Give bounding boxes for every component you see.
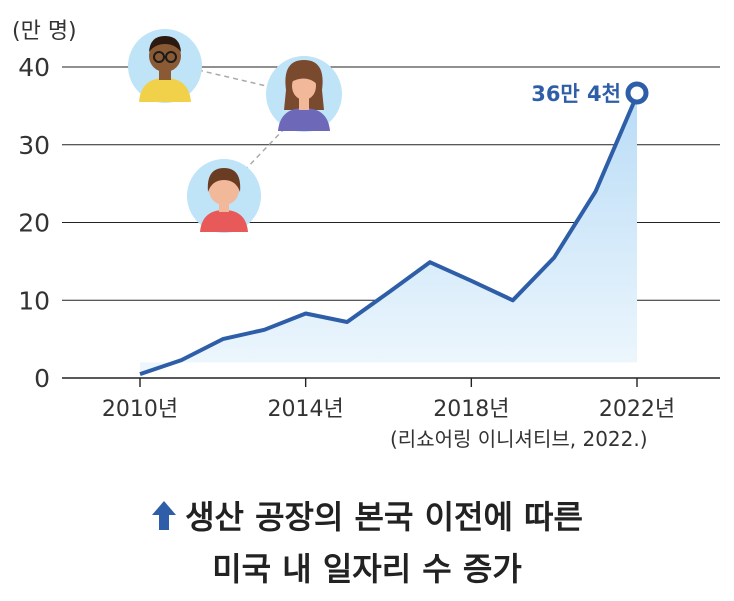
caption-text-1: 생산 공장의 본국 이전에 따른 bbox=[185, 498, 583, 536]
source-note: (리쇼어링 이니셔티브, 2022.) bbox=[390, 427, 648, 451]
x-tick-label: 2018년 bbox=[433, 397, 509, 422]
avatar-connectors bbox=[197, 69, 286, 173]
up-arrow-icon bbox=[151, 501, 177, 531]
y-tick-label: 10 bbox=[18, 286, 50, 315]
peak-marker bbox=[625, 81, 649, 105]
child-avatar-icon bbox=[187, 159, 261, 233]
y-ticks: 0 10 20 30 40 bbox=[18, 53, 50, 393]
y-tick-label: 30 bbox=[18, 131, 50, 160]
peak-label: 36만 4천 bbox=[531, 82, 621, 106]
area-fill bbox=[140, 95, 637, 375]
y-tick-label: 40 bbox=[18, 53, 50, 82]
x-ticks: 2010년 2014년 2018년 2022년 bbox=[102, 378, 675, 422]
x-tick-label: 2010년 bbox=[102, 397, 178, 422]
y-axis-unit: (만 명) bbox=[12, 19, 77, 44]
woman-avatar-icon bbox=[266, 56, 342, 132]
y-tick-label: 0 bbox=[34, 364, 50, 393]
x-tick-label: 2022년 bbox=[599, 397, 675, 422]
x-tick-label: 2014년 bbox=[268, 397, 344, 422]
line-chart: (만 명) 0 10 20 30 40 2010년 2014년 2018년 2022년 36만… bbox=[12, 19, 720, 451]
caption-line1: 생산 공장의 본국 이전에 따른 bbox=[0, 492, 734, 538]
series-line bbox=[139, 94, 639, 376]
y-tick-label: 20 bbox=[18, 209, 50, 238]
caption-text-2: 미국 내 일자리 수 증가 bbox=[212, 550, 522, 588]
caption-line2: 미국 내 일자리 수 증가 bbox=[0, 544, 734, 590]
man-glasses-avatar-icon bbox=[128, 29, 202, 103]
